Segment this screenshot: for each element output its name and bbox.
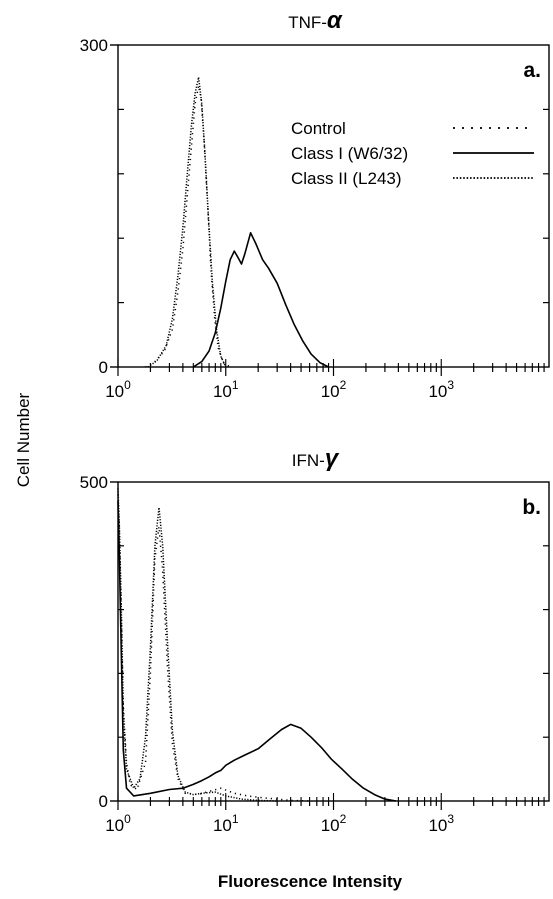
series-control <box>117 494 310 802</box>
x-tick-base: 10 <box>105 816 124 835</box>
series-class-i-w6-32 <box>192 232 329 368</box>
x-tick-exponent: 0 <box>124 812 131 826</box>
x-tick-base: 10 <box>105 382 124 401</box>
x-tick-label: 100 <box>105 378 131 401</box>
x-tick-exponent: 1 <box>232 812 239 826</box>
chart-title-prefix: TNF- <box>288 13 327 32</box>
panel-label: b. <box>522 496 541 519</box>
x-tick-base: 10 <box>321 816 340 835</box>
chart-title-prefix: IFN- <box>292 451 325 470</box>
x-tick-base: 10 <box>428 816 447 835</box>
plot-frame <box>117 44 550 368</box>
y-tick-label: 500 <box>80 473 108 492</box>
chart-title-symbol: α <box>327 7 343 34</box>
x-tick-exponent: 3 <box>447 812 454 826</box>
x-tick-exponent: 2 <box>340 378 347 392</box>
legend-label: Class I (W6/32) <box>291 144 408 163</box>
x-tick-exponent: 3 <box>447 378 454 392</box>
y-tick-label: 0 <box>99 358 108 377</box>
x-tick-label: 102 <box>321 378 347 401</box>
x-axis-label: Fluorescence Intensity <box>217 872 403 891</box>
x-tick-base: 10 <box>213 816 232 835</box>
chart-title: IFN-γ <box>292 445 340 472</box>
x-tick-label: 101 <box>213 812 239 835</box>
x-tick-base: 10 <box>213 382 232 401</box>
series-class-ii-l243 <box>117 488 278 802</box>
x-tick-label: 103 <box>428 378 454 401</box>
x-tick-exponent: 1 <box>232 378 239 392</box>
plot-frame <box>117 481 550 802</box>
chart-title: TNF-α <box>288 7 343 34</box>
chart-title-symbol: γ <box>325 445 340 472</box>
y-tick-label: 0 <box>99 792 108 811</box>
panel-label: a. <box>523 59 541 82</box>
x-tick-base: 10 <box>321 382 340 401</box>
x-tick-label: 103 <box>428 812 454 835</box>
series-class-ii-l243 <box>147 76 227 368</box>
legend-label: Class II (L243) <box>291 169 402 188</box>
y-axis-label: Cell Number <box>14 392 33 488</box>
x-tick-label: 100 <box>105 812 131 835</box>
x-tick-base: 10 <box>428 382 447 401</box>
y-tick-label: 300 <box>80 36 108 55</box>
series-class-i-w6-32 <box>117 501 397 802</box>
legend-label: Control <box>291 119 346 138</box>
x-tick-label: 101 <box>213 378 239 401</box>
x-tick-exponent: 0 <box>124 378 131 392</box>
x-tick-label: 102 <box>321 812 347 835</box>
x-tick-exponent: 2 <box>340 812 347 826</box>
